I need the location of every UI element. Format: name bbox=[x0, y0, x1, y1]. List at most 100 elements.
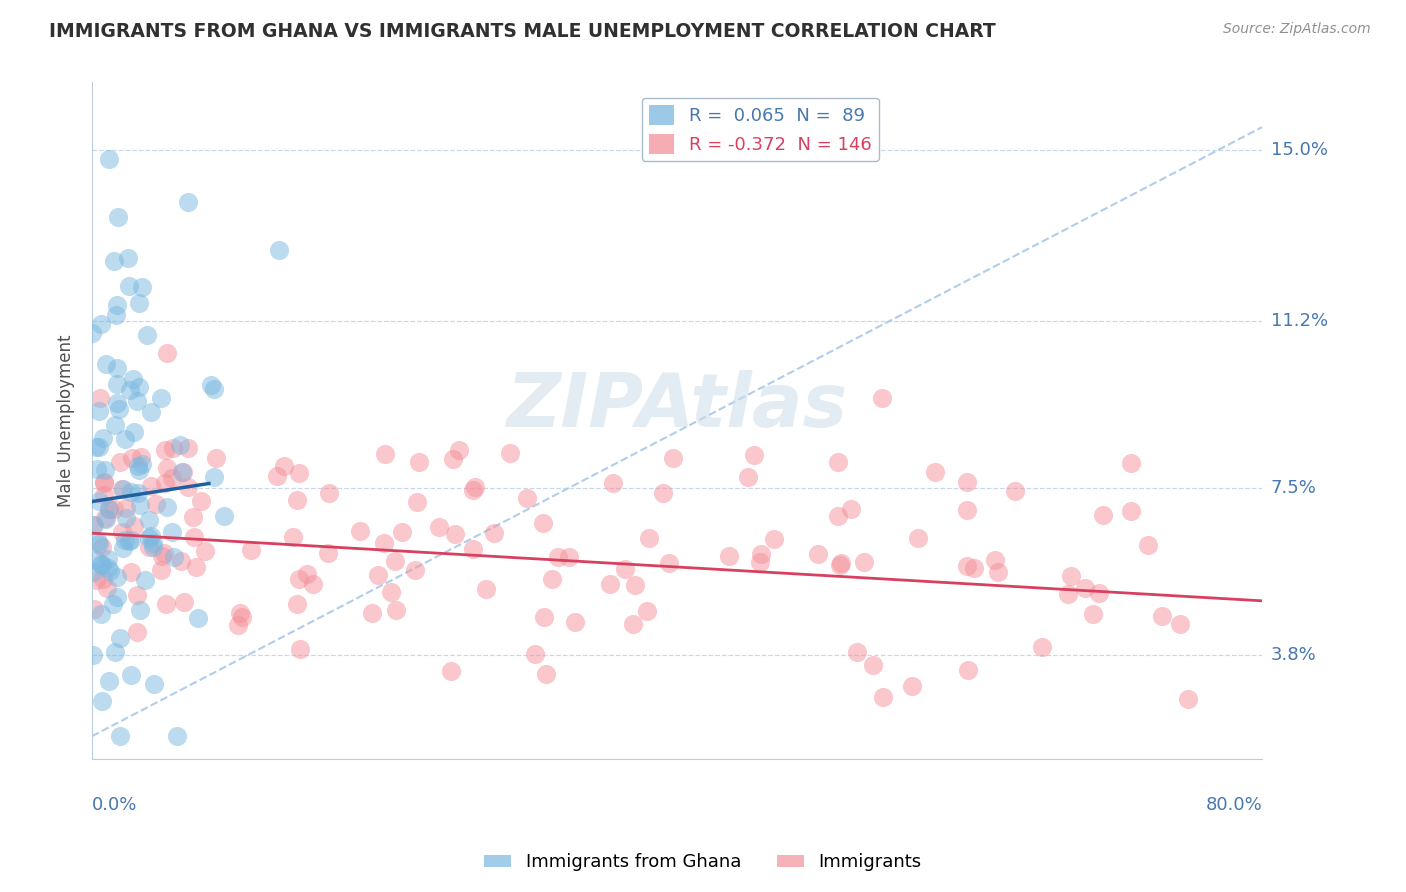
Point bbox=[98, 673, 121, 688]
Point bbox=[184, 559, 207, 574]
Point bbox=[1150, 608, 1173, 623]
Point bbox=[84, 440, 107, 454]
Point bbox=[105, 396, 128, 410]
Point bbox=[150, 549, 173, 564]
Point bbox=[956, 503, 979, 517]
Point bbox=[266, 468, 288, 483]
Point bbox=[900, 679, 922, 693]
Point bbox=[176, 480, 198, 494]
Point bbox=[183, 530, 205, 544]
Point bbox=[962, 561, 984, 575]
Point bbox=[108, 729, 131, 743]
Point bbox=[131, 280, 153, 294]
Point bbox=[534, 666, 557, 681]
Point bbox=[404, 563, 426, 577]
Point bbox=[852, 555, 875, 569]
Point bbox=[748, 555, 770, 569]
Point bbox=[862, 658, 884, 673]
Point bbox=[440, 664, 463, 678]
Point bbox=[464, 480, 486, 494]
Point bbox=[170, 554, 193, 568]
Point bbox=[129, 450, 152, 464]
Point bbox=[97, 551, 120, 566]
Point bbox=[110, 482, 132, 496]
Point bbox=[98, 564, 121, 578]
Point bbox=[441, 452, 464, 467]
Point bbox=[557, 549, 579, 564]
Point bbox=[226, 617, 249, 632]
Point bbox=[169, 438, 191, 452]
Point bbox=[830, 556, 852, 570]
Point bbox=[380, 585, 402, 599]
Point bbox=[96, 512, 118, 526]
Point bbox=[122, 372, 145, 386]
Point bbox=[162, 441, 184, 455]
Point bbox=[839, 502, 862, 516]
Point bbox=[156, 461, 179, 475]
Point bbox=[87, 534, 110, 549]
Text: 15.0%: 15.0% bbox=[1271, 141, 1327, 159]
Point bbox=[267, 243, 290, 257]
Point bbox=[87, 537, 110, 551]
Point bbox=[125, 625, 148, 640]
Point bbox=[231, 609, 253, 624]
Point bbox=[349, 524, 371, 538]
Point bbox=[122, 518, 145, 533]
Point bbox=[1168, 616, 1191, 631]
Text: 0.0%: 0.0% bbox=[91, 796, 138, 814]
Point bbox=[82, 565, 104, 579]
Point bbox=[827, 508, 849, 523]
Point bbox=[156, 346, 179, 360]
Point bbox=[142, 535, 165, 549]
Point bbox=[523, 647, 546, 661]
Point bbox=[181, 509, 204, 524]
Point bbox=[658, 556, 681, 570]
Point bbox=[177, 194, 200, 209]
Point bbox=[90, 318, 112, 332]
Point bbox=[120, 485, 142, 500]
Point bbox=[907, 531, 929, 545]
Text: IMMIGRANTS FROM GHANA VS IMMIGRANTS MALE UNEMPLOYMENT CORRELATION CHART: IMMIGRANTS FROM GHANA VS IMMIGRANTS MALE… bbox=[49, 22, 995, 41]
Point bbox=[651, 485, 673, 500]
Point bbox=[91, 694, 114, 708]
Point bbox=[115, 511, 138, 525]
Point bbox=[155, 597, 177, 611]
Point bbox=[1057, 587, 1080, 601]
Point bbox=[956, 475, 979, 489]
Point bbox=[125, 394, 148, 409]
Point bbox=[461, 541, 484, 556]
Point bbox=[111, 482, 134, 496]
Point bbox=[229, 607, 252, 621]
Point bbox=[187, 610, 209, 624]
Point bbox=[447, 443, 470, 458]
Point bbox=[153, 545, 176, 559]
Point bbox=[516, 491, 538, 505]
Point bbox=[82, 518, 104, 533]
Point bbox=[1177, 691, 1199, 706]
Point bbox=[86, 461, 108, 475]
Point bbox=[285, 493, 308, 508]
Point bbox=[131, 457, 153, 471]
Point bbox=[1087, 585, 1109, 599]
Point bbox=[91, 540, 114, 554]
Point bbox=[482, 525, 505, 540]
Point bbox=[1031, 640, 1053, 655]
Point bbox=[114, 533, 136, 547]
Point bbox=[107, 211, 129, 225]
Point bbox=[624, 578, 647, 592]
Point bbox=[93, 511, 115, 525]
Point bbox=[93, 475, 115, 489]
Point bbox=[214, 508, 236, 523]
Point bbox=[763, 532, 786, 546]
Point bbox=[103, 253, 125, 268]
Point bbox=[87, 403, 110, 417]
Point bbox=[82, 648, 104, 662]
Point bbox=[1137, 538, 1160, 552]
Point bbox=[461, 483, 484, 497]
Point bbox=[176, 442, 198, 456]
Point bbox=[742, 448, 765, 462]
Point bbox=[614, 562, 637, 576]
Point bbox=[138, 541, 160, 555]
Legend: R =  0.065  N =  89, R = -0.372  N = 146: R = 0.065 N = 89, R = -0.372 N = 146 bbox=[641, 98, 879, 161]
Point bbox=[287, 467, 309, 481]
